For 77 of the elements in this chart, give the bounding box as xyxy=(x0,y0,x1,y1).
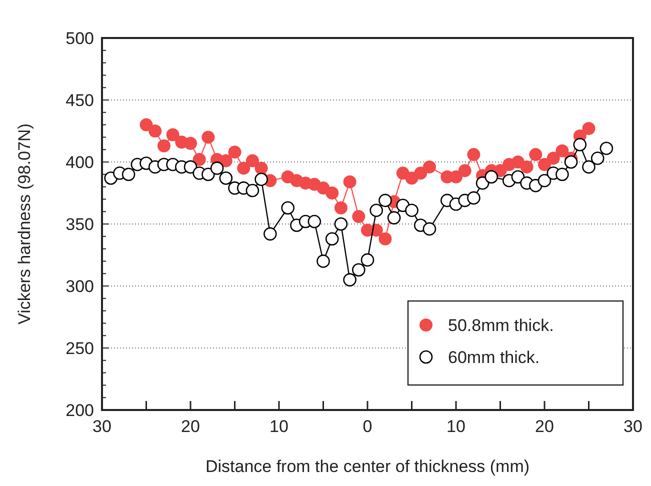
point xyxy=(264,227,277,241)
x-tick-label: 10 xyxy=(270,417,288,436)
point xyxy=(538,158,551,171)
point xyxy=(546,152,560,165)
point xyxy=(590,152,604,165)
point xyxy=(343,175,356,188)
y-tick-label: 450 xyxy=(66,90,94,110)
point xyxy=(484,170,498,184)
point xyxy=(254,172,268,186)
point xyxy=(564,155,578,169)
y-tick-label: 400 xyxy=(66,152,94,172)
point xyxy=(360,253,374,267)
point xyxy=(184,160,198,174)
point xyxy=(246,184,260,198)
x-axis-title: Distance from the center of thickness (mm) xyxy=(205,457,530,476)
y-tick-label: 250 xyxy=(66,338,94,358)
point xyxy=(476,176,490,190)
legend-label: 50.8mm thick. xyxy=(448,316,554,335)
point xyxy=(343,273,356,286)
point xyxy=(582,122,596,136)
point xyxy=(538,174,552,188)
y-tick-label: 200 xyxy=(66,400,94,420)
point xyxy=(308,214,322,228)
point xyxy=(378,194,392,208)
point xyxy=(334,201,348,214)
x-tick-label: 10 xyxy=(446,417,466,436)
point xyxy=(520,160,534,174)
point xyxy=(202,130,215,144)
point xyxy=(467,148,480,162)
point xyxy=(352,263,366,277)
x-tick-label: 20 xyxy=(181,417,200,436)
point xyxy=(352,210,366,224)
x-tick-label: 0 xyxy=(362,417,372,436)
point xyxy=(422,222,436,236)
point xyxy=(140,118,153,132)
point xyxy=(370,204,383,218)
y-axis-title: Vickers hardness (98.07N) xyxy=(15,124,34,324)
point xyxy=(148,124,162,138)
point xyxy=(582,160,596,174)
y-tick-label: 500 xyxy=(66,28,94,48)
point xyxy=(326,186,339,200)
point xyxy=(511,170,525,184)
point xyxy=(316,254,330,268)
point xyxy=(246,154,259,168)
point xyxy=(529,148,542,162)
point xyxy=(422,160,436,174)
point xyxy=(387,211,401,224)
x-tick-label: 20 xyxy=(535,417,554,436)
point xyxy=(122,168,136,182)
point xyxy=(237,162,250,175)
point xyxy=(458,164,472,178)
point xyxy=(219,171,233,185)
point xyxy=(450,170,462,184)
point xyxy=(210,162,224,175)
point xyxy=(184,136,197,150)
x-tick-label: 30 xyxy=(92,417,112,436)
point xyxy=(378,232,392,246)
point xyxy=(556,168,569,182)
point xyxy=(467,191,480,205)
y-tick-label: 300 xyxy=(66,276,94,296)
x-tick-label: 30 xyxy=(624,417,642,436)
point xyxy=(192,153,206,166)
legend-label: 60mm thick. xyxy=(448,348,540,367)
point xyxy=(157,139,170,152)
point xyxy=(281,201,294,215)
point xyxy=(334,217,348,231)
point xyxy=(414,166,428,180)
point xyxy=(254,162,268,175)
point xyxy=(556,144,569,158)
point xyxy=(325,232,339,246)
point xyxy=(228,146,242,159)
point xyxy=(166,128,180,142)
point xyxy=(600,142,614,156)
point xyxy=(202,168,215,182)
point xyxy=(405,204,418,218)
y-tick-label: 350 xyxy=(66,214,94,234)
point xyxy=(573,138,587,152)
